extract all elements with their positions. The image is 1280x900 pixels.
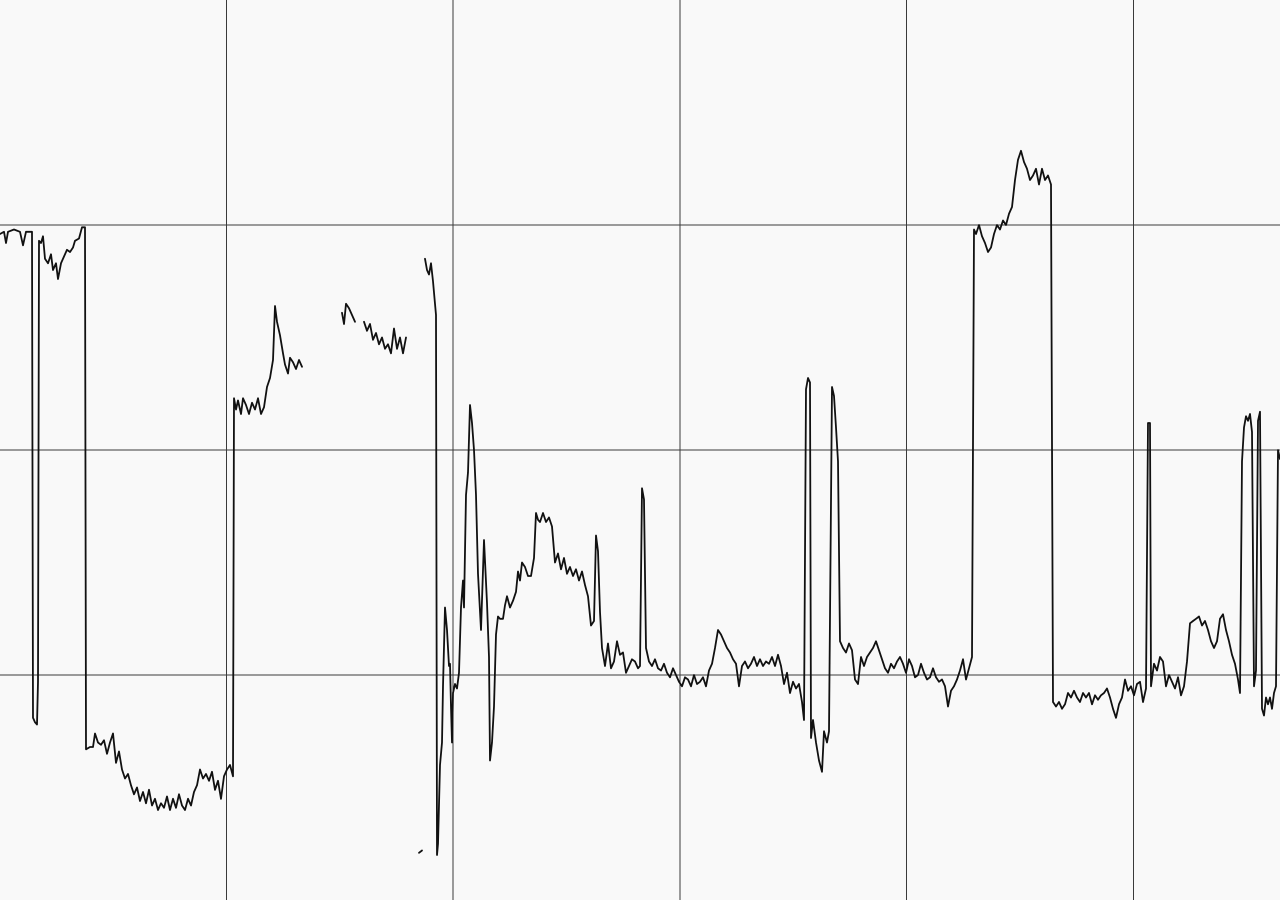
series-1-segment-4	[418, 849, 423, 854]
series-group	[0, 149, 1280, 856]
series-1-segment-3	[363, 320, 407, 355]
series-1-segment-1	[0, 226, 303, 811]
series-1-segment-5	[424, 149, 1280, 856]
series-1-segment-2	[341, 302, 356, 325]
